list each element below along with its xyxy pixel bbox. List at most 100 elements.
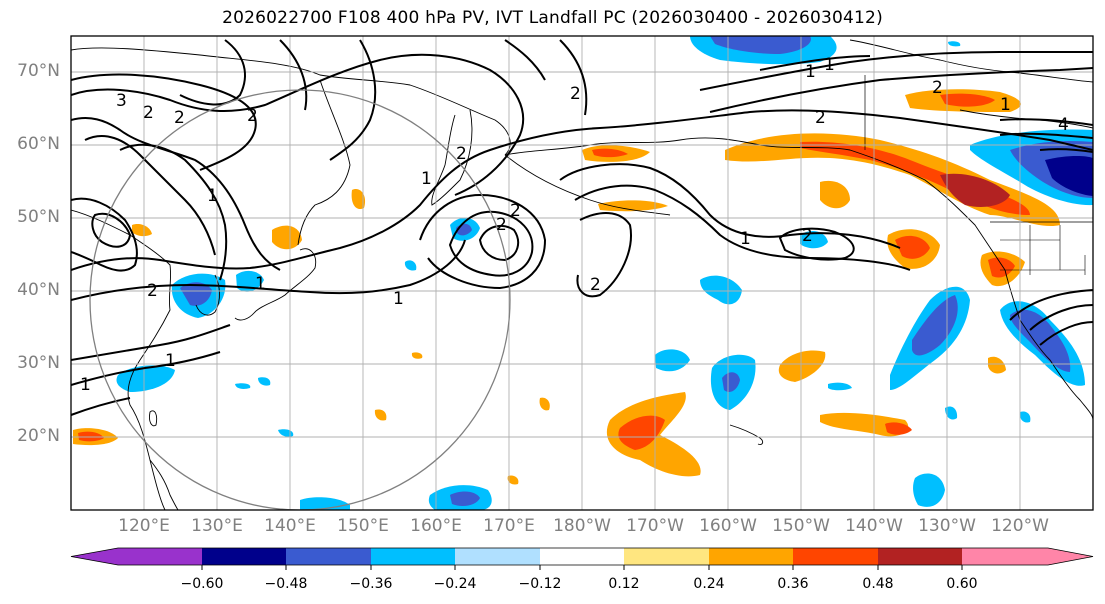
negative-anomaly bbox=[800, 230, 828, 249]
contour-line bbox=[504, 39, 546, 81]
contour-label: 2 bbox=[147, 281, 158, 301]
contour-label: 1 bbox=[165, 351, 176, 371]
contour-label: 2 bbox=[932, 78, 943, 98]
contour-label: 1 bbox=[80, 375, 91, 395]
lat-label: 30°N bbox=[17, 353, 60, 373]
lon-label: 180°W bbox=[553, 516, 611, 536]
negative-anomaly bbox=[278, 429, 294, 437]
contour-line bbox=[1039, 148, 1093, 153]
lon-label: 140°W bbox=[845, 516, 903, 536]
positive-anomaly bbox=[351, 189, 366, 210]
lat-label: 70°N bbox=[17, 61, 60, 81]
positive-anomaly bbox=[507, 475, 519, 485]
coast-na-west bbox=[1004, 269, 1093, 421]
lon-label: 170°E bbox=[483, 516, 535, 536]
contour-label: 2 bbox=[570, 84, 581, 104]
lon-label: 120°W bbox=[991, 516, 1049, 536]
radius-circle bbox=[89, 89, 511, 510]
contour-line bbox=[699, 51, 1093, 91]
negative-anomaly bbox=[948, 41, 961, 47]
negative-anomaly bbox=[710, 36, 811, 54]
contour-line bbox=[179, 39, 246, 106]
colorbar-tick-label: −0.60 bbox=[180, 576, 224, 592]
contour-line bbox=[778, 227, 855, 261]
lat-label: 20°N bbox=[17, 426, 60, 446]
negative-anomaly bbox=[945, 406, 958, 420]
contour-line bbox=[1039, 321, 1093, 346]
contour-line bbox=[71, 73, 257, 171]
contour-line bbox=[279, 39, 308, 111]
colorbar-tick-label: 0.48 bbox=[862, 576, 894, 592]
lon-label: 150°E bbox=[337, 516, 389, 536]
positive-anomaly bbox=[940, 173, 1010, 207]
border-states bbox=[1000, 225, 1086, 275]
negative-anomaly bbox=[1045, 155, 1093, 196]
contour-line bbox=[329, 39, 377, 161]
negative-anomaly bbox=[655, 349, 690, 372]
positive-anomaly bbox=[618, 415, 665, 450]
contour-line bbox=[559, 39, 588, 116]
negative-anomaly bbox=[1019, 411, 1031, 423]
colorbar-tick-label: −0.36 bbox=[349, 576, 393, 592]
lon-label: 160°E bbox=[410, 516, 462, 536]
map-frame bbox=[70, 35, 1094, 511]
contour-label: 2 bbox=[143, 103, 154, 123]
positive-anomaly bbox=[78, 431, 104, 442]
lon-label: 140°E bbox=[264, 516, 316, 536]
lon-label: 120°E bbox=[118, 516, 170, 536]
contour-line bbox=[119, 143, 228, 281]
negative-anomaly bbox=[180, 282, 212, 306]
contour-line bbox=[759, 55, 871, 71]
contour-label: 2 bbox=[815, 108, 826, 128]
colorbar-tick-label: −0.24 bbox=[433, 576, 477, 592]
coast-philippines bbox=[149, 459, 179, 510]
negative-anomaly bbox=[828, 382, 852, 391]
negative-anomaly bbox=[235, 383, 251, 389]
lon-label: 130°E bbox=[191, 516, 243, 536]
contour-label: 1 bbox=[824, 55, 835, 75]
contour-label: 2 bbox=[456, 144, 467, 164]
positive-anomaly bbox=[885, 422, 912, 435]
coast-okhotsk bbox=[297, 79, 351, 246]
contour-line bbox=[419, 193, 547, 290]
contour-line bbox=[71, 324, 231, 361]
contour-line bbox=[478, 224, 520, 262]
coast-canada-arctic bbox=[849, 39, 1093, 83]
lat-label: 40°N bbox=[17, 280, 60, 300]
contour-line bbox=[71, 53, 525, 196]
contour-label: 2 bbox=[247, 106, 258, 126]
contour-label: 1 bbox=[421, 169, 432, 189]
negative-anomaly bbox=[404, 260, 417, 271]
coast-kamchatka bbox=[431, 109, 473, 206]
negative-anomaly bbox=[913, 473, 945, 507]
positive-anomaly bbox=[820, 412, 909, 437]
contour-labels: 3 2 2 2 1 2 1 2 2 1 1 2 1 2 1 2 2 1 2 4 … bbox=[80, 55, 1069, 395]
contour-line bbox=[71, 109, 1093, 271]
contour-line bbox=[448, 210, 534, 277]
positive-anomaly bbox=[411, 352, 423, 359]
contour-label: 2 bbox=[802, 226, 813, 246]
colorbar-tick-label: −0.12 bbox=[518, 576, 562, 592]
contour-label: 1 bbox=[255, 274, 266, 294]
lat-label: 50°N bbox=[17, 207, 60, 227]
contour-line bbox=[71, 351, 221, 386]
positive-anomaly bbox=[895, 235, 930, 259]
negative-anomaly bbox=[1010, 309, 1071, 372]
contour-line bbox=[71, 117, 281, 271]
shading-layer bbox=[73, 36, 1093, 510]
coast-china bbox=[71, 209, 172, 510]
positive-anomaly bbox=[374, 409, 387, 421]
negative-anomaly bbox=[258, 377, 271, 386]
contour-label: 1 bbox=[393, 289, 404, 309]
positive-anomaly bbox=[988, 257, 1015, 278]
contour-line bbox=[71, 239, 466, 301]
contour-label: 1 bbox=[1000, 95, 1011, 115]
negative-anomaly bbox=[450, 491, 480, 506]
contour-label: 1 bbox=[207, 186, 218, 206]
contour-line bbox=[84, 135, 216, 256]
negative-anomaly bbox=[700, 275, 742, 305]
contour-label: 1 bbox=[805, 62, 816, 82]
positive-anomaly bbox=[132, 224, 152, 237]
contour-label: 1 bbox=[740, 229, 751, 249]
